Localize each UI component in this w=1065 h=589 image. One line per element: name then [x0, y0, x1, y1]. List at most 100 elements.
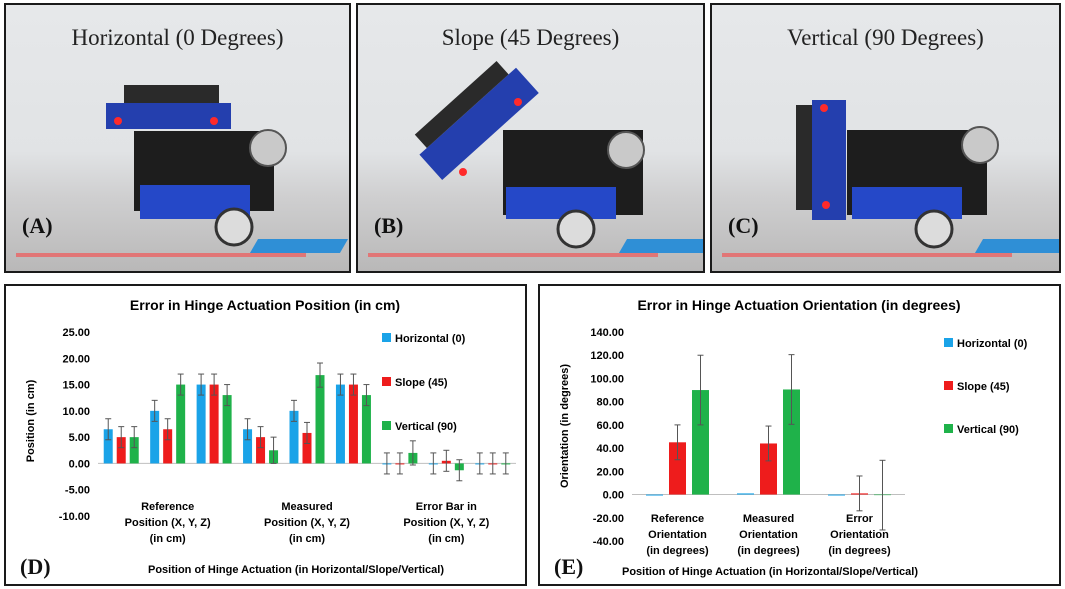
y-tick-label: 80.00 [596, 397, 624, 409]
bar [129, 437, 139, 464]
floor-line [722, 253, 1012, 257]
y-tick-label: 100.00 [590, 373, 624, 385]
bar [243, 429, 253, 464]
category-label: Measured [281, 501, 332, 513]
bar [737, 493, 754, 495]
category-label: Position (X, Y, Z) [403, 517, 489, 529]
category-label: Reference [141, 501, 194, 513]
bar [828, 494, 845, 496]
category-label: (in cm) [428, 533, 464, 545]
y-tick-label: 120.00 [590, 350, 624, 362]
x-axis-label: Position of Hinge Actuation (in Horizont… [148, 564, 444, 576]
y-tick-label: -40.00 [593, 536, 624, 548]
x-axis-label: Position of Hinge Actuation (in Horizont… [622, 566, 918, 578]
photo-title: Horizontal (0 Degrees) [71, 25, 284, 50]
y-tick-label: 0.00 [603, 490, 624, 502]
bar [176, 384, 186, 464]
y-tick-label: 20.00 [62, 353, 90, 365]
bar [103, 429, 113, 464]
y-tick-label: -10.00 [59, 511, 90, 523]
blue-tape [249, 239, 349, 253]
chart-title: Error in Hinge Actuation Position (in cm… [130, 297, 400, 313]
y-tick-label: 60.00 [596, 420, 624, 432]
robot-photo [414, 61, 645, 249]
photo-panel-horizontal: Horizontal (0 Degrees) (A) [4, 3, 351, 273]
category-label: (in degrees) [737, 545, 800, 557]
category-label: Position (X, Y, Z) [264, 517, 350, 529]
category-label: (in cm) [150, 533, 186, 545]
photo-panel-slope: Slope (45 Degrees) (B) [356, 3, 705, 273]
bar [335, 384, 345, 464]
bar [669, 442, 686, 495]
bar [163, 429, 173, 464]
bar [209, 384, 219, 464]
panel-letter: (B) [374, 213, 404, 238]
legend-entry: Vertical (90) [957, 424, 1019, 436]
bar [760, 443, 777, 495]
panel-letter: (A) [22, 213, 53, 238]
y-tick-label: -5.00 [65, 485, 90, 497]
blue-tape [974, 239, 1059, 253]
bar [783, 389, 800, 495]
bar [222, 395, 232, 464]
bar [348, 384, 358, 464]
category-label: (in cm) [289, 533, 325, 545]
bar [361, 395, 371, 464]
bar [150, 410, 160, 464]
y-tick-label: 15.00 [62, 380, 90, 392]
chart-panel-position: Error in Hinge Actuation Position (in cm… [4, 284, 527, 586]
bar [302, 432, 312, 464]
chart-title: Error in Hinge Actuation Orientation (in… [637, 297, 960, 313]
category-label: Error Bar in [416, 501, 477, 513]
category-label: Position (X, Y, Z) [125, 517, 211, 529]
y-tick-label: 5.00 [69, 432, 90, 444]
bar [646, 494, 663, 496]
floor-line [16, 253, 306, 257]
photo-title: Slope (45 Degrees) [441, 25, 620, 50]
y-axis-label: Orientation (in degrees) [559, 364, 571, 488]
legend-swatch [944, 338, 953, 347]
y-tick-label: 140.00 [590, 327, 624, 339]
photo-panel-vertical: Vertical (90 Degrees) (C) [710, 3, 1061, 273]
bar [315, 375, 325, 464]
y-tick-label: -20.00 [593, 513, 624, 525]
orientation-error-chart: Error in Hinge Actuation Orientation (in… [559, 297, 1028, 578]
bar [116, 437, 126, 464]
y-axis-label: Position (in cm) [25, 379, 37, 462]
legend-swatch [944, 381, 953, 390]
category-label: (in degrees) [828, 545, 891, 557]
legend-entry: Horizontal (0) [957, 338, 1028, 350]
category-label: (in degrees) [646, 545, 709, 557]
panel-letter: (D) [20, 554, 51, 579]
legend-swatch [944, 424, 953, 433]
category-label: Reference [651, 513, 704, 525]
bar [692, 390, 709, 495]
y-tick-label: 40.00 [596, 443, 624, 455]
legend-swatch [382, 377, 391, 386]
chart-panel-orientation: Error in Hinge Actuation Orientation (in… [538, 284, 1061, 586]
category-label: Orientation [830, 529, 889, 541]
robot-photo [796, 100, 999, 249]
blue-tape [618, 239, 703, 253]
bar [256, 437, 266, 464]
photo-title: Vertical (90 Degrees) [787, 25, 984, 50]
bar [289, 410, 299, 464]
category-label: Orientation [739, 529, 798, 541]
category-label: Orientation [648, 529, 707, 541]
category-label: Measured [743, 513, 794, 525]
floor-line [368, 253, 658, 257]
legend-entry: Slope (45) [957, 381, 1010, 393]
position-error-chart: Error in Hinge Actuation Position (in cm… [25, 297, 516, 576]
robot-photo [106, 85, 287, 247]
legend-entry: Horizontal (0) [395, 333, 466, 345]
bar [196, 384, 206, 464]
panel-letter: (C) [728, 213, 759, 238]
legend-swatch [382, 333, 391, 342]
panel-letter: (E) [554, 554, 584, 579]
y-tick-label: 20.00 [596, 466, 624, 478]
category-label: Error [846, 513, 874, 525]
y-tick-label: 25.00 [62, 327, 90, 339]
y-tick-label: 0.00 [69, 458, 90, 470]
legend-swatch [382, 421, 391, 430]
legend-entry: Slope (45) [395, 377, 448, 389]
